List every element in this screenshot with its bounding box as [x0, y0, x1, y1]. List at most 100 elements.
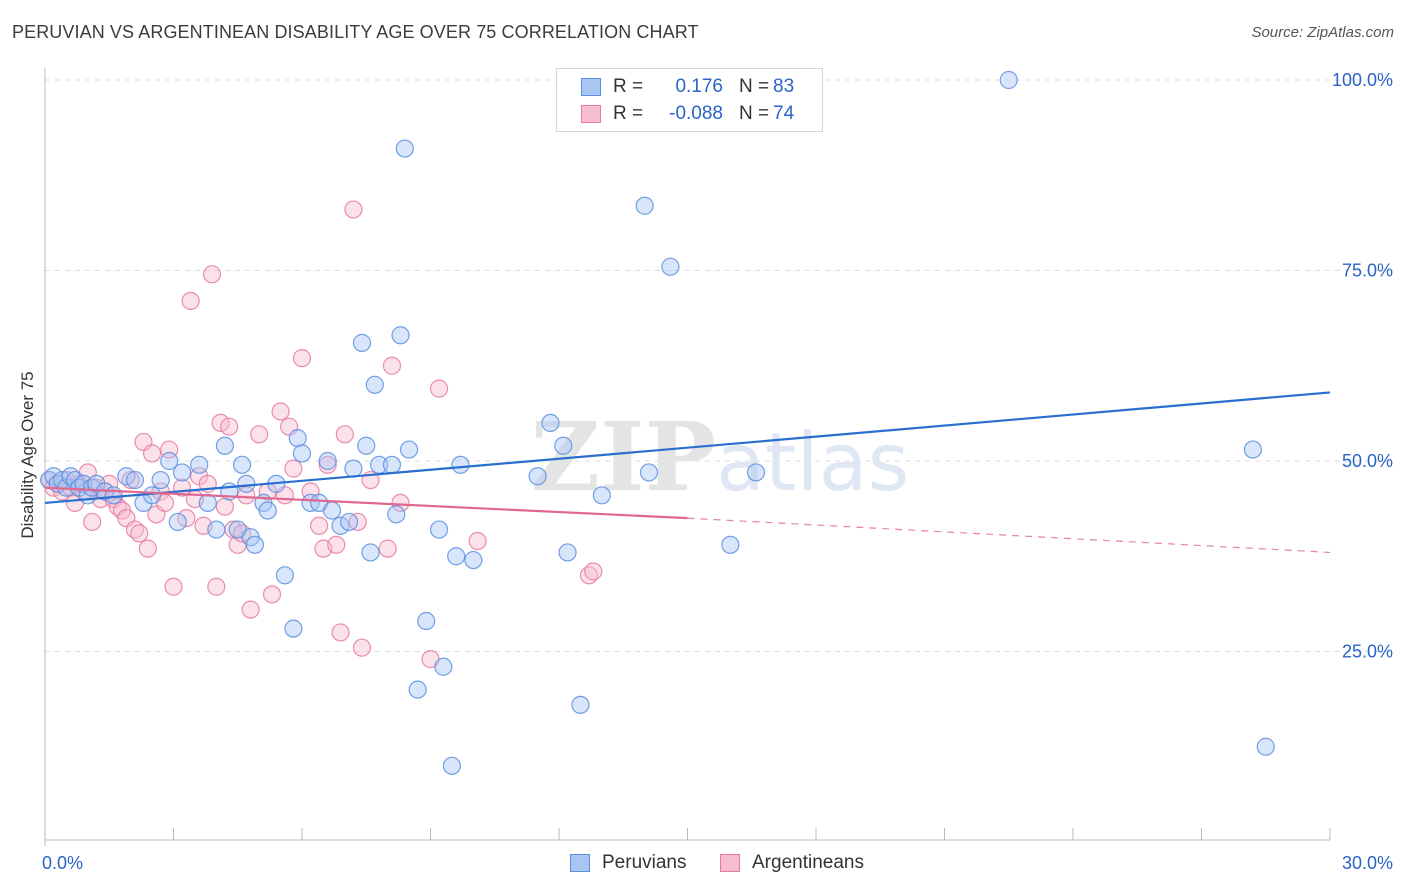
watermark-text: ZIPatlas: [531, 402, 910, 513]
data-point: [442, 756, 462, 775]
data-point: [262, 585, 282, 604]
data-point: [292, 349, 312, 368]
data-point: [571, 695, 590, 714]
y-tick-label: 75.0%: [1342, 261, 1393, 281]
data-point: [104, 486, 123, 505]
data-point: [241, 600, 260, 619]
y-tick-label: 25.0%: [1342, 642, 1393, 662]
r-label: R =: [613, 76, 644, 97]
argentineans-legend-label: Argentineans: [752, 852, 864, 873]
data-point: [408, 680, 427, 699]
data-point: [331, 516, 350, 535]
r-label: R =: [613, 103, 644, 124]
legend-item-peruvians[interactable]: Peruvians: [570, 852, 687, 874]
legend-item-argentineans[interactable]: Argentineans: [720, 852, 864, 874]
r-value: 0.176: [675, 76, 723, 97]
data-point: [344, 459, 363, 478]
data-point: [172, 463, 192, 482]
argentineans-trend-extension: [687, 517, 1331, 554]
trend-lines: [44, 391, 1331, 554]
data-point: [125, 470, 145, 490]
data-point: [177, 509, 196, 528]
data-point: [468, 531, 487, 551]
data-point: [284, 619, 303, 638]
tick-labels: 25.0% 50.0% 75.0% 100.0% 0.0% 30.0%: [42, 70, 1393, 873]
data-point: [447, 547, 466, 566]
data-point: [361, 543, 380, 562]
data-point: [160, 451, 179, 471]
data-point: [639, 463, 659, 482]
argentineans-swatch: [581, 105, 601, 123]
data-point: [275, 566, 294, 585]
argentineans-points: [40, 200, 603, 669]
n-value: 74: [773, 103, 795, 124]
peruvians-legend-swatch: [570, 854, 590, 872]
data-point: [288, 429, 307, 448]
data-point: [592, 486, 611, 505]
stats-legend: R = 0.176 N = 83 R = -0.088 N = 74: [556, 68, 823, 132]
peruvians-trend-line: [44, 391, 1331, 505]
data-point: [318, 451, 337, 471]
data-point: [331, 623, 350, 642]
data-point: [292, 444, 312, 463]
data-point: [661, 257, 680, 276]
data-point: [151, 470, 170, 490]
data-point: [190, 455, 209, 474]
data-point: [395, 139, 414, 158]
series-legend: Peruvians Argentineans: [0, 852, 1406, 876]
data-point: [327, 535, 346, 554]
data-point: [138, 539, 157, 558]
chart-source: Source: ZipAtlas.com: [1251, 24, 1394, 41]
data-point: [1243, 440, 1263, 459]
data-point: [999, 70, 1018, 90]
data-point: [417, 611, 436, 631]
data-point: [382, 455, 402, 474]
y-tick-label: 100.0%: [1332, 70, 1393, 90]
watermark: ZIPatlas: [531, 402, 910, 513]
data-point: [164, 577, 183, 596]
data-point: [284, 459, 303, 478]
data-point: [541, 413, 560, 432]
data-point: [142, 444, 162, 463]
axes: [44, 68, 1331, 846]
r-value: -0.088: [669, 103, 723, 124]
data-point: [258, 501, 277, 520]
data-point: [464, 550, 483, 570]
grid-lines: [45, 79, 1395, 652]
data-point: [130, 524, 149, 543]
data-point: [318, 455, 337, 474]
legend-row-argentineans: R = -0.088 N = 74: [581, 103, 794, 125]
data-point: [211, 413, 230, 432]
peruvians-legend-label: Peruvians: [602, 852, 687, 873]
data-point: [202, 265, 222, 284]
argentineans-trend-line: [44, 486, 688, 520]
data-point: [382, 356, 402, 375]
data-point: [117, 467, 136, 486]
data-point: [391, 326, 410, 345]
data-point: [207, 520, 226, 539]
data-point: [357, 436, 376, 455]
data-point: [554, 436, 573, 455]
data-point: [74, 474, 93, 493]
n-label: N =: [739, 76, 770, 97]
x-tick-label: 30.0%: [1342, 853, 1393, 873]
data-point: [1256, 737, 1275, 756]
peruvians-swatch: [581, 78, 601, 96]
data-point: [344, 200, 363, 219]
data-point: [387, 505, 406, 524]
chart-title: PERUVIAN VS ARGENTINEAN DISABILITY AGE O…: [12, 22, 699, 42]
data-point: [340, 512, 359, 532]
data-point: [181, 291, 200, 311]
data-point: [215, 497, 234, 516]
data-point: [584, 562, 603, 581]
y-tick-label: 50.0%: [1342, 451, 1393, 471]
data-point: [168, 512, 187, 532]
x-tick-label: 0.0%: [42, 853, 83, 873]
data-point: [635, 196, 654, 215]
data-point: [434, 657, 453, 676]
data-point: [721, 535, 740, 554]
data-point: [198, 493, 217, 513]
data-point: [271, 402, 290, 421]
data-point: [322, 501, 342, 520]
